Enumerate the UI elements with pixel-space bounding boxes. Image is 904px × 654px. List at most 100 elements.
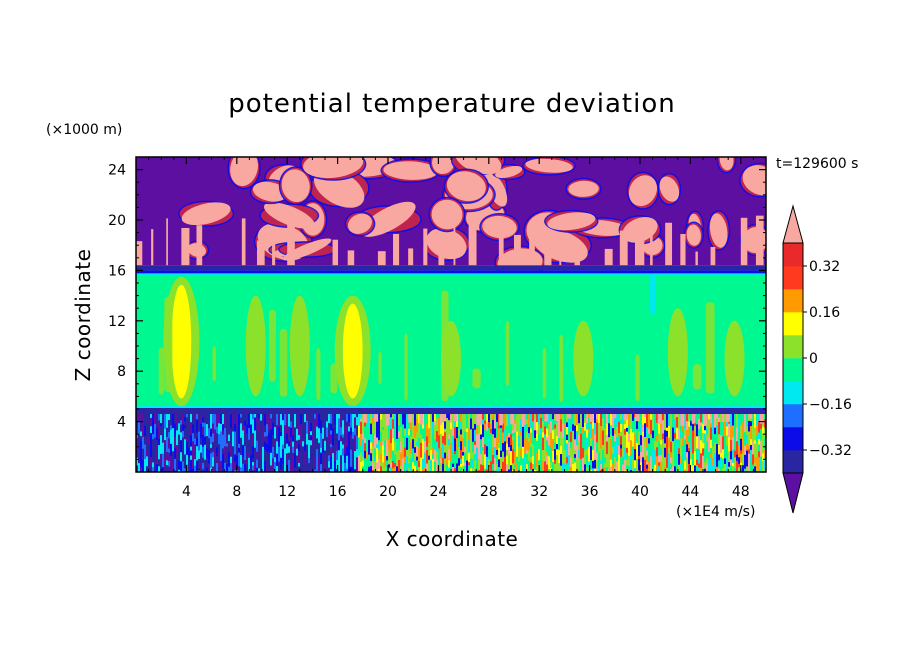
boundary-cell [356,425,359,437]
boundary-cell [190,422,193,436]
boundary-cell [204,414,207,421]
boundary-cell [656,456,659,470]
boundary-cell [428,428,431,444]
boundary-cell [530,443,533,448]
boundary-cell [380,419,383,433]
boundary-cell [710,427,713,441]
boundary-cell [670,463,673,470]
boundary-cell [138,421,141,436]
boundary-cell [548,428,551,436]
boundary-cell [272,414,275,424]
boundary-cell [684,455,687,462]
boundary-cell [350,439,353,451]
boundary-cell [508,447,511,456]
boundary-cell [730,440,733,452]
colorbar-segment [783,335,803,359]
boundary-cell [340,455,343,464]
boundary-cell [494,414,497,420]
boundary-cell [148,427,151,438]
boundary-cell [514,423,517,433]
boundary-cell [530,446,533,458]
boundary-cell [404,414,407,429]
boundary-cell [746,414,749,427]
boundary-cell [168,460,171,467]
boundary-cell [364,443,367,452]
boundary-cell [556,462,559,472]
boundary-cell [356,435,359,450]
boundary-cell [364,426,367,439]
boundary-cell [294,440,297,449]
boundary-cell [474,429,477,442]
boundary-cell [446,464,449,472]
pink-plume [565,177,602,200]
boundary-cell [214,459,217,471]
boundary-cell [760,428,763,442]
boundary-cell [720,435,723,447]
pink-fringe-cell [748,414,753,419]
boundary-cell [418,423,421,430]
boundary-cell [320,452,323,465]
boundary-cell [720,446,723,454]
boundary-cell [246,424,249,435]
boundary-cell [438,435,441,449]
boundary-cell [334,451,337,462]
boundary-cell [430,450,433,461]
boundary-cell [304,433,307,446]
boundary-cell [534,469,537,472]
x-tick-label: 20 [379,484,397,500]
boundary-cell [412,458,415,463]
boundary-cell [340,469,343,472]
boundary-cell [162,467,165,472]
boundary-cell [480,424,483,435]
boundary-cell [606,445,609,455]
boundary-cell [250,433,253,443]
boundary-cell [390,414,393,418]
boundary-cell [566,440,569,444]
boundary-cell [492,464,495,472]
boundary-cell [410,453,413,459]
boundary-cell [178,460,181,471]
boundary-cell [154,414,157,425]
lime-streak [279,328,288,397]
boundary-cell [150,414,153,419]
boundary-cell [218,423,221,435]
boundary-cell [664,457,667,468]
boundary-cell [144,436,147,445]
boundary-cell [598,445,601,454]
boundary-cell [588,461,591,469]
boundary-cell [412,425,415,440]
boundary-cell [528,450,531,462]
boundary-cell [334,441,337,452]
boundary-cell [318,428,321,444]
boundary-cell [530,469,533,472]
boundary-cell [342,414,345,421]
boundary-cell [370,434,373,443]
boundary-cell [366,458,369,472]
boundary-cell [338,414,341,419]
boundary-cell [578,423,581,431]
boundary-cell [756,420,759,427]
boundary-cell [412,439,415,449]
boundary-cell [564,450,567,464]
boundary-cell [382,445,385,456]
boundary-cell [546,440,549,453]
boundary-cell [704,430,707,435]
boundary-cell [390,457,393,464]
boundary-cell [322,452,325,466]
boundary-cell [754,427,757,441]
pink-plume [428,196,466,233]
boundary-cell [142,460,145,472]
boundary-cell [388,427,391,440]
boundary-cell [512,433,515,437]
boundary-cell [170,425,173,431]
boundary-cell [326,421,329,428]
boundary-cell [342,420,345,435]
boundary-cell [764,419,766,429]
boundary-cell [660,428,663,441]
boundary-cell [252,470,255,472]
boundary-cell [390,467,393,472]
boundary-cell [184,428,187,440]
boundary-cell [148,465,151,472]
boundary-cell [504,456,507,472]
boundary-cell [504,414,507,430]
